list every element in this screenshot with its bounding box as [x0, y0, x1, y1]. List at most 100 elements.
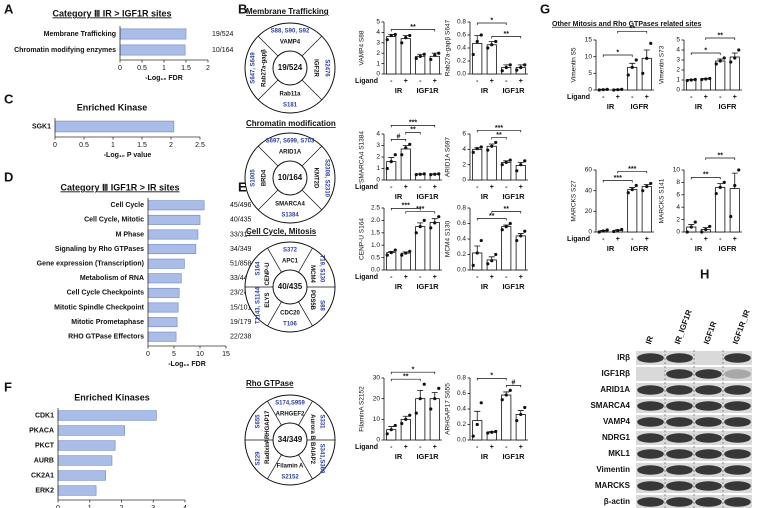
y-tick-label: 6 [462, 131, 466, 138]
x-tick-label: 0 [53, 142, 57, 149]
y-tick-label: 0.0 [457, 71, 466, 78]
diagram-item-name: Rab27a-gapβ [262, 49, 268, 87]
x-tick-label: 0 [118, 65, 122, 72]
x-tick-label: + [404, 184, 408, 191]
group-label: IGF1R [502, 452, 525, 461]
diagram-divider [257, 79, 279, 101]
group-label: IGFR [631, 102, 649, 111]
diagram-item-sites: T19, S130 [318, 255, 324, 283]
diagram-item-sites: S174,S959 [275, 401, 305, 407]
panel-letter: E [238, 179, 247, 194]
x-tick-label: - [476, 444, 479, 451]
data-point [494, 140, 498, 145]
significance-bracket [390, 208, 421, 211]
y-tick-label: 0.8 [457, 205, 466, 212]
blot-band [666, 417, 693, 427]
group-label: IGFR [719, 102, 737, 111]
data-point [708, 224, 712, 229]
row-label: ARID1A [600, 385, 630, 394]
bar [147, 258, 185, 269]
data-point [479, 238, 483, 243]
data-point [475, 39, 479, 44]
blot-band [637, 385, 664, 395]
x-tick-label: - [476, 78, 479, 85]
category-label: M Phase [116, 231, 145, 238]
group-label: IGF1R [416, 282, 439, 291]
y-tick-label: 0.2 [457, 251, 466, 258]
blot-band [724, 497, 751, 507]
data-point [519, 234, 523, 238]
category-label: Membrane Trafficking [44, 31, 116, 38]
data-point [504, 393, 508, 397]
x-tick-label: - [476, 184, 479, 191]
y-tick-label: 15 [585, 37, 593, 44]
y-tick-label: 0 [376, 437, 380, 444]
data-point [393, 248, 397, 252]
data-point [433, 53, 437, 57]
data-point [515, 169, 519, 173]
diagram-center: 19/524 [278, 63, 303, 72]
diagram-item-sites: S229 [256, 451, 262, 466]
x-tick-label: 1 [111, 142, 115, 149]
data-point [437, 215, 441, 219]
y-tick-label: 4 [676, 204, 680, 211]
blot-band [637, 433, 664, 443]
diagram-item-name: PDS5B [309, 290, 315, 311]
y-tick-label: 1.5 [371, 230, 380, 237]
data-point [733, 56, 737, 60]
x-tick-label: + [404, 274, 408, 281]
x-axis-label: -Log₁₀ P value [104, 152, 152, 159]
diagram-item-name: VAMP4 [280, 40, 301, 46]
row-label: IGF1Rβ [602, 369, 631, 378]
y-tick-label: 1 [376, 60, 380, 67]
diagram-item-name: KMT2D [312, 168, 318, 189]
data-point [523, 229, 527, 233]
group-label: IR [395, 86, 403, 95]
y-axis-label: ARHGAP17 S655 [445, 383, 452, 435]
group-label: IGF1R [502, 192, 525, 201]
data-point [500, 398, 504, 402]
significance-label: ** [718, 32, 724, 39]
y-tick-label: 0.2 [457, 58, 466, 65]
y-tick-label: 2 [376, 154, 380, 161]
y-tick-label: 3 [676, 57, 680, 64]
diagram-item-name: ARID1A [279, 150, 302, 156]
blot-band [666, 353, 693, 363]
data-point [486, 46, 490, 50]
y-tick-label: 10 [373, 416, 381, 423]
data-point [630, 188, 634, 192]
data-point [693, 77, 697, 82]
bar [147, 331, 177, 342]
x-tick-label: - [476, 274, 479, 281]
bar [627, 189, 638, 233]
row-label: MKL1 [608, 449, 630, 458]
x-tick-label: + [733, 236, 737, 243]
data-point [433, 221, 437, 225]
data-point [714, 191, 718, 196]
y-axis-label: Vimentin S73 [659, 45, 666, 84]
row-label: VAMP4 [603, 417, 631, 426]
y-axis-label: VAMP4 S88 [359, 30, 366, 65]
count-label: 45/496 [230, 202, 252, 209]
diagram-item-name: Radixin [265, 442, 271, 464]
diagram-item-sites: S341,S360 [318, 444, 324, 474]
panel-letter: D [4, 169, 13, 184]
row-label: β-actin [604, 497, 630, 506]
diagram-divider [298, 301, 313, 327]
group-label: IGF1R [502, 282, 525, 291]
data-point [523, 159, 527, 163]
diagram-item-sites: S2152 [281, 475, 299, 481]
count-label: 23/240 [230, 290, 252, 297]
group-label: IR [481, 282, 489, 291]
bar [386, 161, 397, 181]
y-tick-label: 0 [588, 229, 592, 236]
data-point [422, 382, 426, 386]
data-point [400, 421, 404, 426]
data-point [429, 57, 433, 62]
bar [54, 120, 175, 133]
significance-bracket [705, 157, 736, 160]
category-label: CK2A1 [31, 472, 54, 479]
diagram-title: Membrane Trafficking [246, 7, 329, 16]
row-label: Ligand [355, 444, 378, 451]
bar [119, 28, 187, 40]
